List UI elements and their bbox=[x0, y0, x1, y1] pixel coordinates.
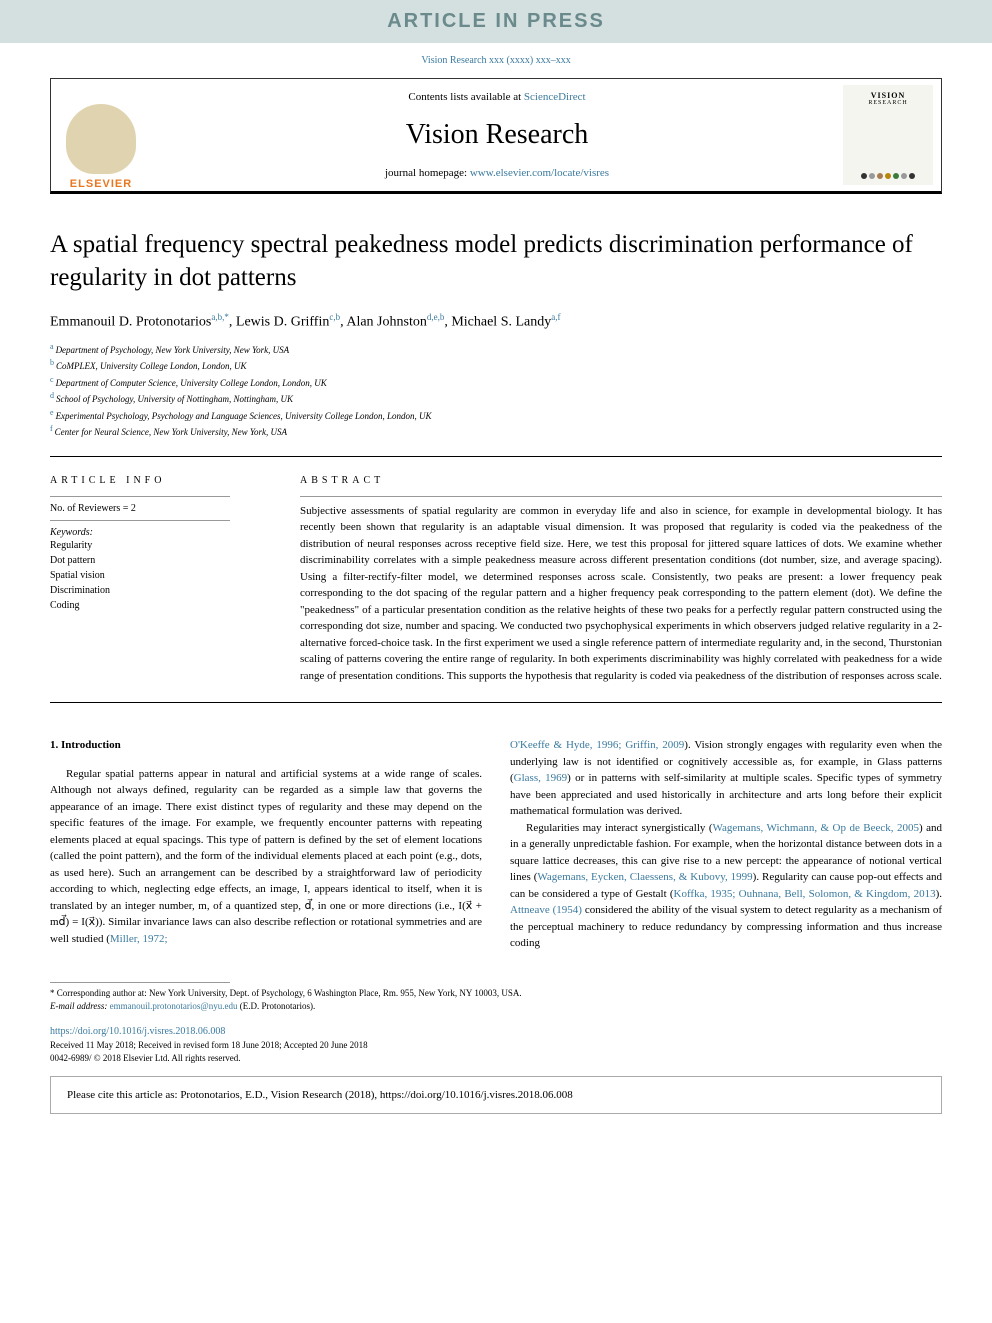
cover-dot bbox=[901, 173, 907, 179]
affil-sup: e bbox=[50, 408, 56, 417]
abstract-column: ABSTRACT Subjective assessments of spati… bbox=[300, 475, 942, 685]
affil-sup: b bbox=[50, 358, 56, 367]
reference-link[interactable]: O'Keeffe & Hyde, 1996; Griffin, 2009 bbox=[510, 739, 684, 751]
abstract-text: Subjective assessments of spatial regula… bbox=[300, 503, 942, 685]
homepage-line: journal homepage: www.elsevier.com/locat… bbox=[151, 167, 843, 179]
body-paragraph: O'Keeffe & Hyde, 1996; Griffin, 2009). V… bbox=[510, 737, 942, 820]
body-text: ). bbox=[936, 888, 942, 900]
copyright-line: 0042-6989/ © 2018 Elsevier Ltd. All righ… bbox=[50, 1052, 942, 1066]
corresponding-author: * Corresponding author at: New York Univ… bbox=[50, 987, 942, 1001]
homepage-link[interactable]: www.elsevier.com/locate/visres bbox=[470, 167, 609, 179]
footer-divider bbox=[50, 982, 230, 983]
reference-link[interactable]: Koffka, 1935; Ouhnana, Bell, Solomon, & … bbox=[674, 888, 936, 900]
abstract-heading: ABSTRACT bbox=[300, 475, 942, 486]
sciencedirect-link[interactable]: ScienceDirect bbox=[524, 91, 586, 103]
cover-dot bbox=[877, 173, 883, 179]
author-name: Emmanouil D. Protonotarios bbox=[50, 315, 211, 330]
body-text: ) or in patterns with self-similarity at… bbox=[510, 772, 942, 817]
affiliation: e Experimental Psychology, Psychology an… bbox=[50, 407, 942, 424]
doi-line: https://doi.org/10.1016/j.visres.2018.06… bbox=[50, 1024, 942, 1039]
cover-dot bbox=[909, 173, 915, 179]
journal-header: ELSEVIER Contents lists available at Sci… bbox=[50, 78, 942, 194]
elsevier-text: ELSEVIER bbox=[70, 178, 132, 190]
journal-cover[interactable]: VISION RESEARCH bbox=[843, 85, 933, 185]
cover-dot bbox=[869, 173, 875, 179]
article-in-press-banner: ARTICLE IN PRESS bbox=[0, 0, 992, 43]
reference-link[interactable]: Wagemans, Wichmann, & Op de Beeck, 2005 bbox=[713, 822, 919, 834]
reference-link[interactable]: Attneave (1954) bbox=[510, 904, 582, 916]
cover-dot bbox=[893, 173, 899, 179]
contents-line: Contents lists available at ScienceDirec… bbox=[151, 91, 843, 103]
body-col-left: 1. Introduction Regular spatial patterns… bbox=[50, 737, 482, 952]
keyword-item: Discrimination bbox=[50, 583, 270, 598]
reviewers-count: No. of Reviewers = 2 bbox=[50, 503, 270, 514]
authors-list: Emmanouil D. Protonotariosa,b,*, Lewis D… bbox=[50, 312, 942, 331]
body-paragraph: Regular spatial patterns appear in natur… bbox=[50, 766, 482, 948]
affil-sup: f bbox=[50, 424, 55, 433]
divider bbox=[50, 456, 942, 457]
body-text: Regular spatial patterns appear in natur… bbox=[50, 768, 482, 945]
reference-link[interactable]: Wagemans, Eycken, Claessens, & Kubovy, 1… bbox=[537, 871, 752, 883]
contents-prefix: Contents lists available at bbox=[408, 91, 523, 103]
article-title: A spatial frequency spectral peakedness … bbox=[50, 229, 942, 294]
homepage-prefix: journal homepage: bbox=[385, 167, 470, 179]
article-info-heading: ARTICLE INFO bbox=[50, 475, 270, 486]
affiliation: f Center for Neural Science, New York Un… bbox=[50, 423, 942, 440]
author-name: Lewis D. Griffin bbox=[236, 315, 329, 330]
article-info: ARTICLE INFO No. of Reviewers = 2 Keywor… bbox=[50, 475, 270, 685]
reference-link[interactable]: Miller, 1972; bbox=[110, 933, 168, 945]
journal-name: Vision Research bbox=[151, 119, 843, 151]
cover-dots bbox=[861, 173, 915, 179]
received-line: Received 11 May 2018; Received in revise… bbox=[50, 1039, 942, 1053]
header-center: Contents lists available at ScienceDirec… bbox=[151, 79, 843, 191]
affil-sup: c bbox=[50, 375, 56, 384]
author-affil-sup[interactable]: a,b,* bbox=[211, 312, 229, 322]
cover-dot bbox=[885, 173, 891, 179]
info-abstract-row: ARTICLE INFO No. of Reviewers = 2 Keywor… bbox=[50, 461, 942, 699]
keyword-item: Coding bbox=[50, 598, 270, 613]
divider bbox=[50, 702, 942, 703]
keywords-label: Keywords: bbox=[50, 527, 270, 538]
cover-title: VISION bbox=[871, 91, 905, 100]
article-content: A spatial frequency spectral peakedness … bbox=[0, 194, 992, 962]
author-affil-sup[interactable]: a,f bbox=[551, 312, 560, 322]
author-affil-sup[interactable]: c,b bbox=[329, 312, 340, 322]
keywords-container: RegularityDot patternSpatial visionDiscr… bbox=[50, 538, 270, 613]
affil-sup: a bbox=[50, 342, 56, 351]
body-text: Regularities may interact synergisticall… bbox=[526, 822, 713, 834]
cover-subtitle: RESEARCH bbox=[868, 100, 907, 106]
keyword-item: Regularity bbox=[50, 538, 270, 553]
body-section: 1. Introduction Regular spatial patterns… bbox=[50, 707, 942, 952]
email-line: E-mail address: emmanouil.protonotarios@… bbox=[50, 1000, 942, 1014]
author-name: Michael S. Landy bbox=[451, 315, 551, 330]
affiliation: c Department of Computer Science, Univer… bbox=[50, 374, 942, 391]
keyword-item: Spatial vision bbox=[50, 568, 270, 583]
author-affil-sup[interactable]: d,e,b bbox=[427, 312, 445, 322]
footer-section: * Corresponding author at: New York Univ… bbox=[50, 982, 942, 1066]
affiliations-list: a Department of Psychology, New York Uni… bbox=[50, 341, 942, 440]
email-link[interactable]: emmanouil.protonotarios@nyu.edu bbox=[110, 1001, 238, 1011]
keyword-item: Dot pattern bbox=[50, 553, 270, 568]
author-name: Alan Johnston bbox=[346, 315, 427, 330]
email-suffix: (E.D. Protonotarios). bbox=[237, 1001, 315, 1011]
info-divider bbox=[50, 496, 230, 497]
info-divider bbox=[50, 520, 230, 521]
body-col-right: O'Keeffe & Hyde, 1996; Griffin, 2009). V… bbox=[510, 737, 942, 952]
elsevier-logo[interactable]: ELSEVIER bbox=[51, 80, 151, 190]
affiliation: b CoMPLEX, University College London, Lo… bbox=[50, 357, 942, 374]
section-title: 1. Introduction bbox=[50, 737, 482, 754]
citation-line: Vision Research xxx (xxxx) xxx–xxx bbox=[0, 43, 992, 78]
cite-box: Please cite this article as: Protonotari… bbox=[50, 1076, 942, 1114]
reference-link[interactable]: Glass, 1969 bbox=[514, 772, 567, 784]
body-paragraph: Regularities may interact synergisticall… bbox=[510, 820, 942, 952]
affil-sup: d bbox=[50, 391, 56, 400]
elsevier-tree-icon bbox=[66, 104, 136, 174]
cover-dot bbox=[861, 173, 867, 179]
email-label: E-mail address: bbox=[50, 1001, 110, 1011]
doi-link[interactable]: https://doi.org/10.1016/j.visres.2018.06… bbox=[50, 1026, 225, 1037]
affiliation: d School of Psychology, University of No… bbox=[50, 390, 942, 407]
abstract-divider bbox=[300, 496, 942, 497]
affiliation: a Department of Psychology, New York Uni… bbox=[50, 341, 942, 358]
